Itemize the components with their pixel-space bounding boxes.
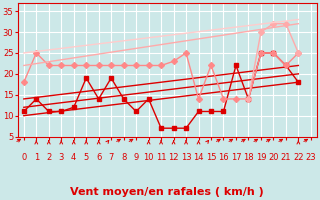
- X-axis label: Vent moyen/en rafales ( km/h ): Vent moyen/en rafales ( km/h ): [70, 187, 264, 197]
